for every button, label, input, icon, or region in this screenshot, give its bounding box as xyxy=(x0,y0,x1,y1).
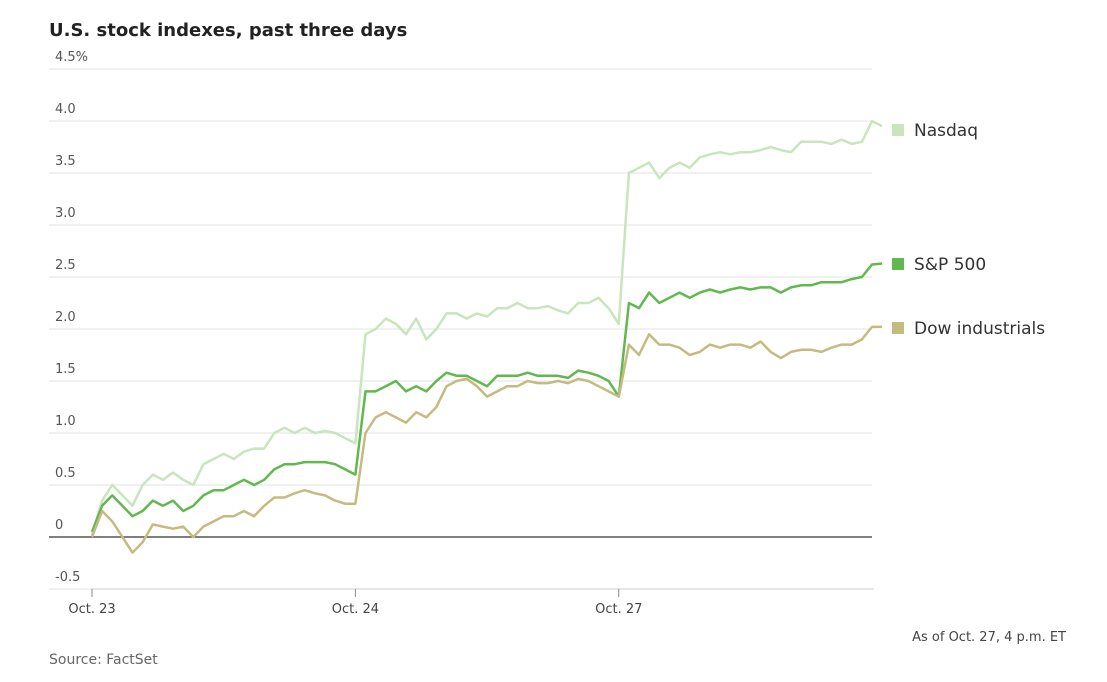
source: Source: FactSet xyxy=(49,652,158,668)
legend-label: Dow industrials xyxy=(914,319,1045,339)
note: As of Oct. 27, 4 p.m. ET xyxy=(912,630,1066,645)
series-line xyxy=(90,325,883,554)
y-tick-label: 1.0 xyxy=(55,414,76,429)
y-tick-label: 0 xyxy=(55,518,63,533)
series-line xyxy=(90,119,883,536)
legend-swatch xyxy=(892,124,904,136)
series-line xyxy=(90,262,883,533)
x-tick-label: Oct. 27 xyxy=(595,602,642,617)
legend-swatch xyxy=(892,258,904,270)
y-tick-label: 3.5 xyxy=(55,154,76,169)
chart-title: U.S. stock indexes, past three days xyxy=(49,20,407,41)
y-tick-label: 4.5% xyxy=(55,50,88,65)
x-tick-label: Oct. 24 xyxy=(332,602,379,617)
y-tick-label: 1.5 xyxy=(55,362,76,377)
legend-label: S&P 500 xyxy=(914,255,986,275)
x-tick-label: Oct. 23 xyxy=(68,602,115,617)
y-tick-label: 3.0 xyxy=(55,206,76,221)
legend-label: Nasdaq xyxy=(914,121,978,141)
y-tick-label: 4.0 xyxy=(55,102,76,117)
y-tick-label: 2.0 xyxy=(55,310,76,325)
legend-swatch xyxy=(892,322,904,334)
y-tick-label: 0.5 xyxy=(55,466,76,481)
y-tick-label: -0.5 xyxy=(55,570,80,585)
y-tick-label: 2.5 xyxy=(55,258,76,273)
